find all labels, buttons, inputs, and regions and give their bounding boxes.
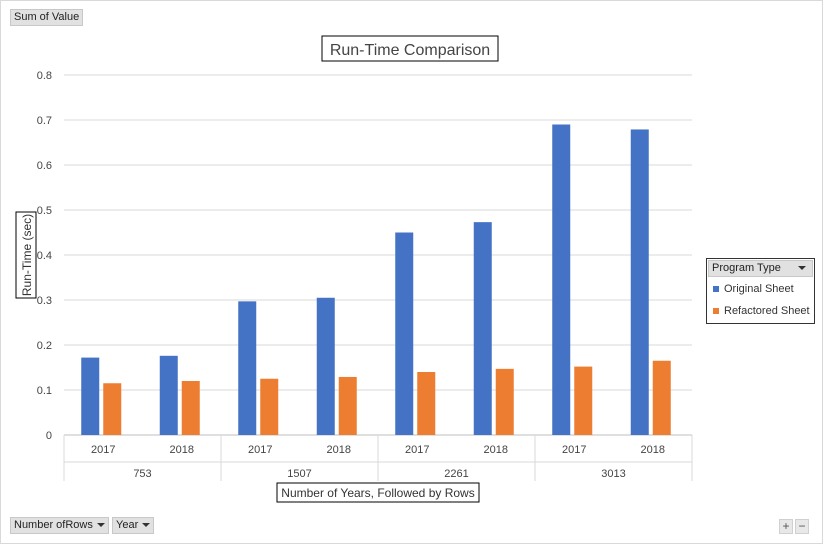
filter-label-year: Year [116,519,139,531]
legend-title: Program Type [712,262,781,274]
bar-refactored [103,383,122,435]
bar-refactored [260,378,279,435]
legend-filter-button[interactable]: Program Type [708,260,813,277]
x-tick-label: 2018 [170,444,194,456]
y-tick-label: 0.7 [37,115,52,127]
y-tick-label: 0.1 [37,385,52,397]
group-label: 753 [133,468,151,480]
x-tick-label: 2017 [562,444,586,456]
x-axis-label-box [276,482,480,503]
y-tick-label: 0.6 [37,160,52,172]
y-tick-label: 0.5 [37,205,52,217]
bar-refactored [338,376,357,435]
bar-original [552,124,571,435]
legend-item-original: Original Sheet [707,278,814,300]
y-axis-label: Run-Time (sec) [20,214,34,296]
filter-label-rows: Number ofRows [14,519,93,531]
y-tick-label: 0.2 [37,340,52,352]
x-tick-label: 2017 [248,444,272,456]
bars [81,124,671,435]
bar-original [81,357,100,435]
value-field-button[interactable]: Sum of Value [10,9,84,26]
x-tick-label: 2017 [91,444,115,456]
legend: Program Type Original Sheet Refactored S… [706,258,815,324]
bar-refactored [417,372,436,435]
group-label: 3013 [601,468,625,480]
y-axis-ticks: 0 0.1 0.2 0.3 0.4 0.5 0.6 0.7 0.8 [37,70,52,442]
collapse-minus-icon[interactable]: − [795,519,809,534]
legend-item-refactored: Refactored Sheet [707,300,814,322]
y-tick-label: 0.8 [37,70,52,82]
bar-refactored [181,381,200,435]
group-label: 1507 [287,468,311,480]
x-tick-label: 2018 [327,444,351,456]
bar-original [316,297,335,435]
legend-label-refactored: Refactored Sheet [724,305,810,317]
legend-swatch-refactored [713,308,719,315]
x-axis: 2017 2018 2017 2018 2017 2018 2017 2018 753 1507 2… [63,435,693,481]
x-tick-label: 2018 [641,444,665,456]
chart-title: Run-Time Comparison [330,42,490,59]
bar-original [395,232,414,435]
expand-plus-icon[interactable]: + [779,519,793,534]
y-tick-label: 0 [46,430,52,442]
bar-refactored [495,368,514,435]
x-axis-label: Number of Years, Followed by Rows [281,486,474,500]
group-label: 2261 [444,468,468,480]
filter-button-rows[interactable]: Number ofRows [10,517,109,534]
bar-refactored [574,366,593,435]
legend-label-original: Original Sheet [724,283,794,295]
chart-title-box [321,35,499,62]
bar-original [473,222,492,435]
bar-original [238,301,257,435]
x-tick-label: 2017 [405,444,429,456]
dropdown-arrow-icon [798,266,806,270]
dropdown-arrow-icon [96,523,105,528]
bar-refactored [652,360,671,435]
legend-swatch-original [713,286,719,293]
bar-original [630,129,649,435]
x-tick-label: 2018 [484,444,508,456]
dropdown-arrow-icon [142,523,151,528]
y-tick-label: 0.3 [37,295,52,307]
y-tick-label: 0.4 [37,250,52,262]
y-axis-label-box [15,211,37,299]
gridlines [64,74,692,436]
bar-original [159,355,178,435]
filter-button-year[interactable]: Year [112,517,155,534]
value-field-label: Sum of Value [14,11,80,23]
